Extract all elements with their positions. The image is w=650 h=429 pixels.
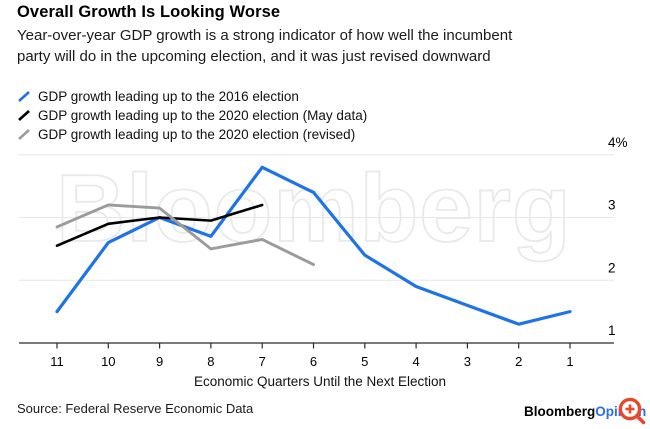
x-tick-label: 2 [515,354,522,369]
x-tick-label: 10 [101,354,115,369]
legend-label: GDP growth leading up to the 2020 electi… [38,127,356,142]
x-tick-label: 6 [310,354,317,369]
x-tick-label: 3 [464,354,471,369]
legend-line-marker-icon [18,91,30,102]
legend-label: GDP growth leading up to the 2016 electi… [38,89,299,104]
brand-bloomberg: Bloomberg [524,404,596,419]
x-tick-label: 9 [156,354,163,369]
chart-subtitle-line2: party will do in the upcoming election, … [17,48,491,65]
line-series-0 [55,165,572,326]
bloomberg-watermark: Bloomberg [56,155,572,262]
chart-subtitle: Year-over-year GDP growth is a strong in… [17,25,512,67]
x-tick-label: 7 [259,354,266,369]
x-tick-label: 8 [207,354,214,369]
legend-line-marker-icon [18,129,30,140]
x-tick-label: 5 [361,354,368,369]
x-axis-title: Economic Quarters Until the Next Electio… [194,374,446,389]
source-note: Source: Federal Reserve Economic Data [17,401,254,416]
chart-subtitle-line1: Year-over-year GDP growth is a strong in… [17,27,513,44]
y-tick-label: 3 [608,198,616,213]
plot-area: Bloomberg 11 10 9 8 7 6 5 4 3 2 1 1 2 3 4% Economic Quar… [0,135,650,402]
line-series-1 [55,203,264,248]
legend-item-2020-may: GDP growth leading up to the 2020 electi… [17,106,367,125]
chart-legend: GDP growth leading up to the 2016 electi… [17,87,367,144]
y-tick-label: 4% [608,135,628,150]
line-series-2 [55,203,315,267]
legend-item-2016: GDP growth leading up to the 2016 electi… [17,87,367,106]
x-tick-label: 1 [566,354,573,369]
legend-line-marker-icon [18,110,30,121]
x-tick-label: 11 [50,354,64,369]
y-tick-label: 2 [608,260,616,275]
zoom-magnifier-icon[interactable] [616,395,647,427]
x-tick-label: 4 [412,354,419,369]
y-tick-label: 1 [608,323,616,338]
legend-label: GDP growth leading up to the 2020 electi… [38,108,368,123]
chart-title: Overall Growth Is Looking Worse [17,3,281,21]
legend-item-2020-revised: GDP growth leading up to the 2020 electi… [17,125,367,144]
